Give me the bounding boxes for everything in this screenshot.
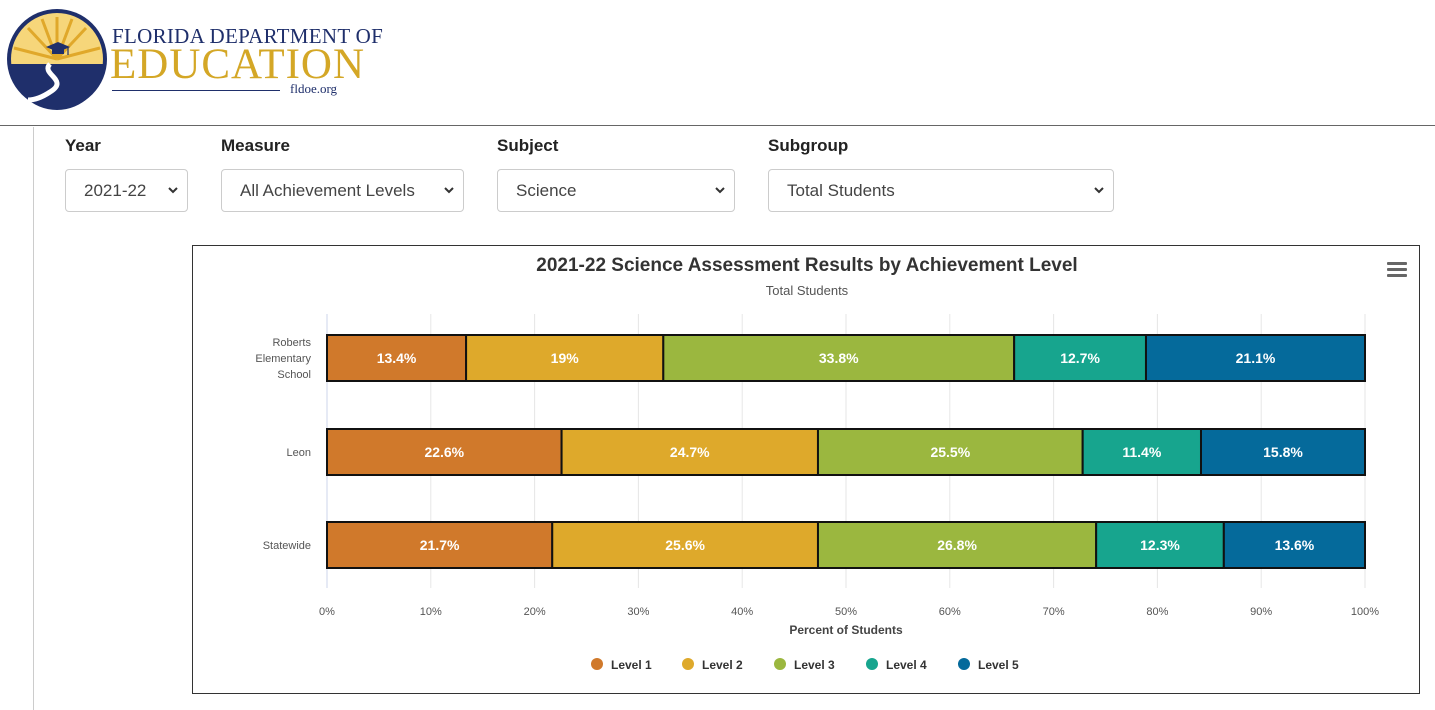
chevron-down-icon <box>168 187 178 194</box>
logo-line-department: FLORIDA DEPARTMENT OF <box>112 24 384 48</box>
legend-marker <box>682 658 694 670</box>
measure-filter: Measure All Achievement Levels <box>221 136 464 212</box>
sidebar-divider <box>33 127 34 710</box>
measure-select-value: All Achievement Levels <box>240 181 415 200</box>
x-tick-label: 70% <box>1043 606 1065 618</box>
chevron-down-icon <box>1094 187 1104 194</box>
subgroup-select-value: Total Students <box>787 181 895 200</box>
x-axis-title: Percent of Students <box>789 623 903 637</box>
legend-label: Level 2 <box>702 658 743 672</box>
bar-segment <box>1144 334 1366 382</box>
bar-data-label: 12.7% <box>1060 350 1100 366</box>
logo-rule <box>112 90 280 91</box>
bar-segment <box>662 334 1016 382</box>
chart-title: 2021-22 Science Assessment Results by Ac… <box>536 255 1078 276</box>
year-select[interactable]: 2021-22 <box>65 169 188 212</box>
y-category-label: Statewide <box>263 540 311 552</box>
x-tick-label: 90% <box>1250 606 1272 618</box>
bar-data-label: 13.6% <box>1275 537 1315 553</box>
fldoe-wordmark: FLORIDA DEPARTMENT OF EDUCATION fldoe.or… <box>110 24 383 104</box>
legend-label: Level 1 <box>611 658 652 672</box>
chevron-down-icon <box>715 187 725 194</box>
subject-select[interactable]: Science <box>497 169 735 212</box>
bar-data-label: 24.7% <box>670 444 710 460</box>
bar-data-label: 21.1% <box>1236 350 1276 366</box>
subject-select-value: Science <box>516 181 577 200</box>
subgroup-select[interactable]: Total Students <box>768 169 1114 212</box>
x-tick-label: 100% <box>1351 606 1379 618</box>
legend-marker <box>958 658 970 670</box>
bar-data-label: 26.8% <box>937 537 977 553</box>
bar-data-label: 25.5% <box>930 444 970 460</box>
x-tick-label: 20% <box>524 606 546 618</box>
y-category-label: Leon <box>287 447 311 459</box>
bar-data-label: 21.7% <box>420 537 460 553</box>
bar-segment <box>1081 428 1202 476</box>
x-tick-label: 50% <box>835 606 857 618</box>
year-filter: Year 2021-22 <box>65 136 188 212</box>
bar-segment <box>816 521 1098 569</box>
fldoe-seal-logo[interactable] <box>6 8 108 110</box>
bar-data-label: 11.4% <box>1122 444 1161 460</box>
bar-segment <box>1095 521 1225 569</box>
bar-data-label: 13.4% <box>377 350 417 366</box>
legend-marker <box>774 658 786 670</box>
measure-select[interactable]: All Achievement Levels <box>221 169 464 212</box>
chevron-down-icon <box>444 187 454 194</box>
logo-line-education: EDUCATION <box>110 41 366 88</box>
legend-marker <box>866 658 878 670</box>
bar-segment <box>326 334 468 382</box>
x-tick-label: 60% <box>939 606 961 618</box>
stacked-bar-chart: 0% 10% 20% 30% 40% 50% 60% 70% 80% 90% 100% Percent… <box>255 314 1379 672</box>
chart-menu-icon[interactable] <box>1387 262 1407 278</box>
y-category-label: Roberts Elementary School <box>255 337 311 381</box>
subject-label: Subject <box>497 136 559 155</box>
chart-container: 0% 10% 20% 30% 40% 50% 60% 70% 80% 90% 100% Percent… <box>192 245 1420 694</box>
legend-marker <box>591 658 603 670</box>
measure-label: Measure <box>221 136 290 155</box>
x-tick-label: 10% <box>420 606 442 618</box>
bar-data-label: 22.6% <box>424 444 464 460</box>
chart-subtitle: Total Students <box>765 283 849 298</box>
bar-data-label: 33.8% <box>819 350 859 366</box>
site-header: FLORIDA DEPARTMENT OF EDUCATION fldoe.or… <box>0 0 1435 126</box>
bar-data-label: 25.6% <box>665 537 705 553</box>
year-select-value: 2021-22 <box>84 181 147 200</box>
legend-label: Level 4 <box>886 658 927 672</box>
bar-data-label: 19% <box>551 350 580 366</box>
legend-label: Level 3 <box>794 658 835 672</box>
subject-filter: Subject Science <box>497 136 735 212</box>
bar-data-label: 15.8% <box>1263 444 1303 460</box>
x-tick-label: 0% <box>319 606 335 618</box>
bar-segment <box>1199 428 1366 476</box>
legend-label: Level 5 <box>978 658 1019 672</box>
bar-segment <box>551 521 819 569</box>
x-tick-label: 40% <box>731 606 753 618</box>
logo-url: fldoe.org <box>290 81 338 96</box>
bar-data-label: 12.3% <box>1140 537 1180 553</box>
bar-segment <box>560 428 819 476</box>
subgroup-label: Subgroup <box>768 136 849 155</box>
subgroup-filter: Subgroup Total Students <box>768 136 1114 212</box>
year-label: Year <box>65 136 101 155</box>
x-tick-label: 80% <box>1146 606 1168 618</box>
bar-segment <box>1222 521 1367 569</box>
x-tick-label: 30% <box>627 606 649 618</box>
